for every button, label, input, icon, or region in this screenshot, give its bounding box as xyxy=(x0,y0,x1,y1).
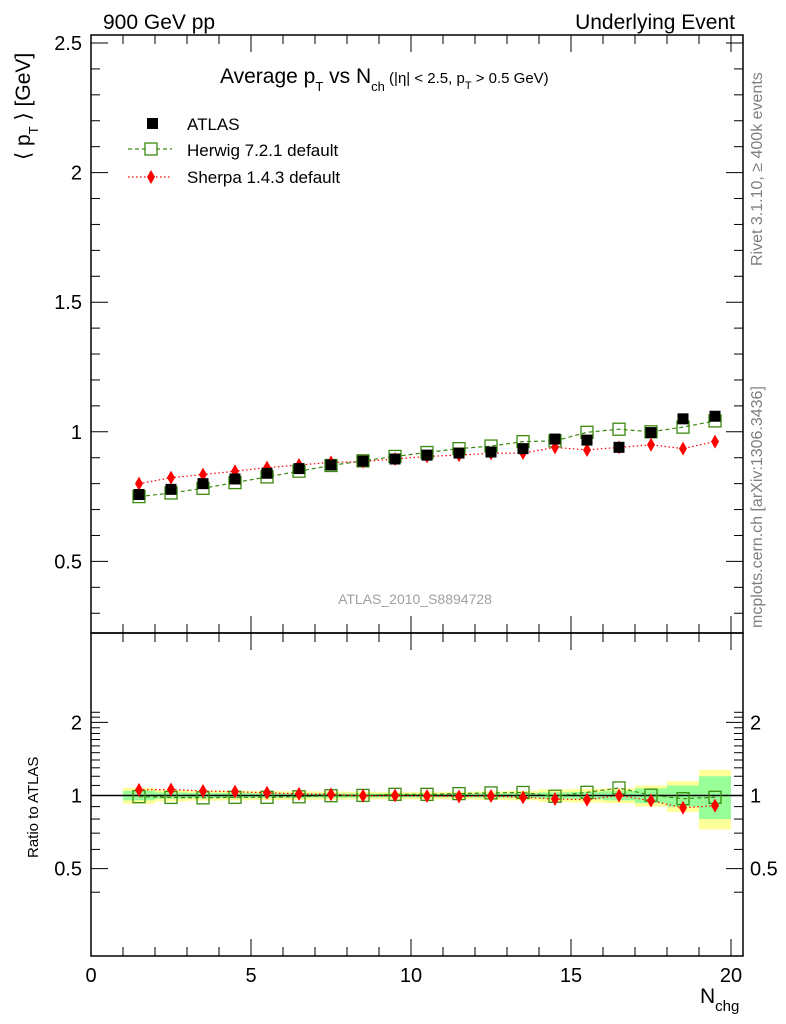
main-point-series-2 xyxy=(647,437,655,452)
x-axis-label: Nchg xyxy=(700,985,739,1015)
main-point-series-0 xyxy=(453,447,465,459)
main-point-series-0 xyxy=(261,467,273,479)
main-point-series-0 xyxy=(517,443,529,455)
legend-item-atlas: ATLAS xyxy=(147,115,240,134)
main-point-series-0 xyxy=(709,410,721,422)
main-point-series-0 xyxy=(293,463,305,475)
ratio-point-series-1 xyxy=(391,788,399,803)
legend-item-sherpa: Sherpa 1.4.3 default xyxy=(128,168,340,187)
ratio-point-series-1 xyxy=(487,789,495,804)
header-left: 900 GeV pp xyxy=(103,11,215,34)
x-tick-label: 15 xyxy=(560,965,582,987)
ratio-point-series-1 xyxy=(455,789,463,804)
legend-herwig-marker xyxy=(144,142,158,156)
ratio-point-series-1 xyxy=(519,790,527,805)
ratio-point-series-1 xyxy=(615,788,623,803)
x-tick-label: 10 xyxy=(400,965,422,987)
main-point-series-2 xyxy=(711,434,719,449)
ratio-point-series-1 xyxy=(231,784,239,799)
main-point-series-0 xyxy=(229,473,241,485)
main-point-series-1 xyxy=(612,422,626,436)
main-point-series-0 xyxy=(421,449,433,461)
ratio-point-series-1 xyxy=(167,782,175,797)
main-y-tick-label: 2 xyxy=(71,163,82,185)
header-right: Underlying Event xyxy=(575,11,735,34)
ratio-point-series-1 xyxy=(679,800,687,815)
main-point-series-0 xyxy=(549,433,561,445)
y-axis-label-main: ⟨ pT ⟩ [GeV] xyxy=(12,53,41,160)
x-tick-label: 20 xyxy=(720,965,742,987)
main-panel: 0.5 1 1.5 2 2.5 Average pT vs Nch (|η| < 2.5… xyxy=(12,33,744,634)
ratio-point-series-1 xyxy=(711,798,719,813)
main-y-tick-label: 2.5 xyxy=(54,33,82,55)
main-series-line-1 xyxy=(138,420,716,498)
legend-atlas-marker xyxy=(147,118,158,129)
legend-herwig-label: Herwig 7.2.1 default xyxy=(187,141,338,160)
main-point-series-0 xyxy=(485,446,497,458)
analysis-id-watermark: ATLAS_2010_S8894728 xyxy=(338,591,492,607)
main-point-series-0 xyxy=(133,489,145,501)
ratio-y-tick-label-right: 1 xyxy=(750,786,761,808)
x-tick-label: 0 xyxy=(85,965,96,987)
ratio-y-tick-label-left: 1 xyxy=(71,786,82,808)
main-point-series-0 xyxy=(165,483,177,495)
legend-sherpa-label: Sherpa 1.4.3 default xyxy=(187,168,340,187)
ratio-y-tick-label-left: 0.5 xyxy=(54,859,82,881)
ratio-point-series-1 xyxy=(199,783,207,798)
ratio-point-series-1 xyxy=(423,789,431,804)
main-point-series-2 xyxy=(679,441,687,456)
ratio-point-series-1 xyxy=(359,788,367,803)
main-point-series-0 xyxy=(197,478,209,490)
main-point-series-0 xyxy=(357,455,369,467)
main-point-series-2 xyxy=(167,470,175,485)
main-y-tick-label: 1.5 xyxy=(54,292,82,314)
main-point-series-0 xyxy=(325,459,337,471)
ratio-point-series-1 xyxy=(295,786,303,801)
main-plot-area xyxy=(132,410,722,504)
ratio-point-series-1 xyxy=(327,787,335,802)
legend-sherpa-marker xyxy=(147,170,155,184)
main-axis-ticks: 0.5 1 1.5 2 2.5 xyxy=(54,33,743,633)
ratio-point-series-1 xyxy=(583,792,591,807)
main-point-series-2 xyxy=(583,442,591,457)
main-point-series-0 xyxy=(389,453,401,465)
x-tick-label: 5 xyxy=(245,965,256,987)
ratio-y-tick-label-right: 2 xyxy=(750,712,761,734)
main-y-tick-label: 0.5 xyxy=(54,551,82,573)
main-point-series-0 xyxy=(677,413,689,425)
ratio-y-tick-label-left: 2 xyxy=(71,712,82,734)
main-point-series-0 xyxy=(645,427,657,439)
main-y-tick-label: 1 xyxy=(71,422,82,444)
main-point-series-2 xyxy=(135,476,143,491)
legend: ATLAS Herwig 7.2.1 default Sherpa 1.4.3 … xyxy=(128,115,340,187)
legend-item-herwig: Herwig 7.2.1 default xyxy=(128,141,338,160)
ratio-panel: 0 5 10 15 20 0.5 0.5 1 1 2 2 Ratio to ATLAS xyxy=(25,632,778,987)
legend-atlas-label: ATLAS xyxy=(187,115,240,134)
main-point-series-0 xyxy=(581,434,593,446)
mcplots-label: mcplots.cern.ch [arXiv:1306.3436] xyxy=(749,386,766,628)
ratio-frame xyxy=(90,632,744,957)
ratio-point-series-1 xyxy=(263,785,271,800)
ratio-point-series-1 xyxy=(135,782,143,797)
ratio-y-tick-label-right: 0.5 xyxy=(750,859,778,881)
rivet-label: Rivet 3.1.10, ≥ 400k events xyxy=(749,72,766,266)
main-point-series-0 xyxy=(613,441,625,453)
main-point-series-2 xyxy=(199,467,207,482)
ratio-plot-area xyxy=(91,769,743,830)
ratio-point-series-1 xyxy=(647,793,655,808)
plot-title: Average pT vs Nch (|η| < 2.5, pT > 0.5 G… xyxy=(220,65,549,94)
y-axis-label-ratio: Ratio to ATLAS xyxy=(25,757,42,858)
ratio-point-series-1 xyxy=(551,792,559,807)
